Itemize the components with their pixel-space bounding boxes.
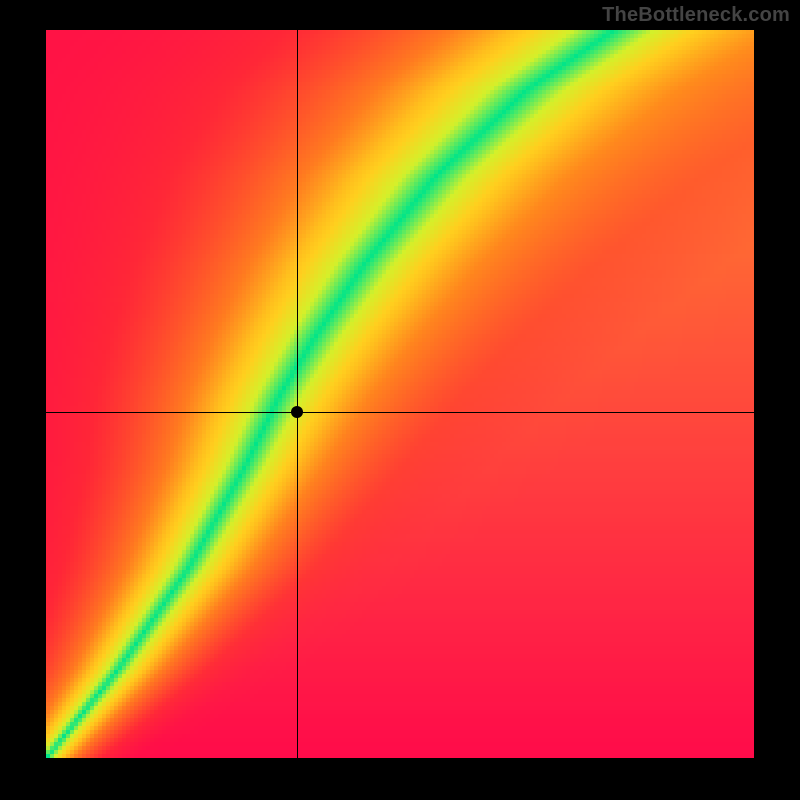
crosshair-marker [291, 406, 303, 418]
heatmap-plot [46, 30, 754, 758]
crosshair-horizontal [46, 412, 754, 413]
crosshair-vertical [297, 30, 298, 758]
heatmap-canvas [46, 30, 754, 758]
watermark-text: TheBottleneck.com [602, 4, 790, 27]
